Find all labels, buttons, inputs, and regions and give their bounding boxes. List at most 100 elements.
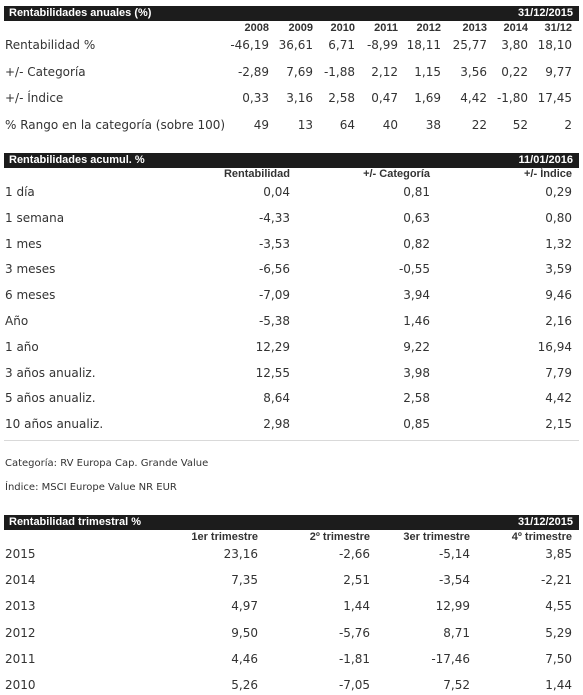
annual-date: 31/12/2015 — [517, 7, 573, 19]
row-label: % Rango en la categoría (sobre 100) — [5, 117, 226, 132]
cell-value: 3,56 — [460, 64, 487, 79]
cell-value: 7,52 — [443, 678, 470, 692]
cell-value: 2,12 — [371, 64, 398, 79]
cell-value: -2,66 — [338, 547, 370, 561]
cell-value: 0,22 — [501, 64, 528, 79]
row-label: 1 semana — [5, 210, 65, 225]
cell-value: 3,80 — [501, 38, 528, 52]
cell-value: 3,59 — [545, 262, 572, 277]
category-note: Categoría: RV Europa Cap. Grande Value — [5, 458, 209, 469]
column-header: 2013 — [462, 22, 487, 34]
cumulative-header: Rentabilidades acumul. % 11/01/2016 — [4, 153, 579, 168]
row-label: Rentabilidad % — [5, 38, 96, 52]
cell-value: -5,38 — [258, 314, 290, 328]
column-header: 2011 — [374, 22, 398, 34]
cell-value: -2,89 — [237, 64, 269, 79]
cell-value: 1,44 — [545, 678, 572, 692]
annual-title: Rentabilidades anuales (%) — [9, 7, 152, 19]
cell-value: 64 — [339, 117, 355, 132]
row-label: 5 años anualiz. — [5, 391, 96, 406]
cell-value: 1,15 — [414, 64, 441, 79]
row-label: 2012 — [5, 625, 36, 640]
cell-value: 1,44 — [343, 599, 370, 614]
cell-value: 5,29 — [545, 625, 572, 640]
row-label: +/- Índice — [5, 91, 64, 105]
row-label: 3 años anualiz. — [5, 365, 96, 380]
cell-value: 38 — [425, 117, 441, 132]
cell-value: 36,61 — [278, 38, 313, 52]
column-header: 2º trimestre — [309, 531, 370, 543]
cell-value: -3,53 — [258, 236, 290, 251]
cell-value: 17,45 — [537, 91, 572, 105]
cell-value: 16,94 — [537, 339, 572, 354]
cell-value: 49 — [253, 117, 269, 132]
row-label: 1 mes — [5, 236, 42, 251]
cumulative-date: 11/01/2016 — [518, 154, 573, 166]
cell-value: 3,85 — [545, 547, 572, 561]
cumulative-title: Rentabilidades acumul. % — [9, 154, 145, 166]
cell-value: -7,09 — [258, 288, 290, 303]
cell-value: 0,33 — [242, 91, 269, 105]
cell-value: 9,50 — [231, 625, 258, 640]
cell-value: -17,46 — [431, 651, 470, 666]
column-header: 2014 — [503, 22, 528, 34]
cell-value: -7,05 — [338, 678, 370, 692]
row-label: 2011 — [5, 651, 36, 666]
cell-value: 7,50 — [545, 651, 572, 666]
cell-value: 6,71 — [328, 38, 355, 52]
cell-value: 8,71 — [443, 625, 470, 640]
cell-value: 13 — [297, 117, 313, 132]
cell-value: 2,51 — [343, 573, 370, 588]
cell-value: -2,21 — [540, 573, 572, 588]
column-header: 1er trimestre — [191, 531, 258, 543]
cell-value: 22 — [471, 117, 487, 132]
cell-value: 4,42 — [545, 391, 572, 406]
cell-value: -1,80 — [496, 91, 528, 105]
cumulative-bottom-rule — [4, 440, 579, 441]
cell-value: 18,10 — [537, 38, 572, 52]
cell-value: 0,81 — [403, 185, 430, 199]
column-header: 3er trimestre — [403, 531, 470, 543]
quarterly-header: Rentabilidad trimestral % 31/12/2015 — [4, 515, 579, 530]
cell-value: 4,46 — [231, 651, 258, 666]
cell-value: 1,69 — [414, 91, 441, 105]
cell-value: 2 — [564, 117, 572, 132]
cell-value: 9,77 — [545, 64, 572, 79]
cell-value: -4,33 — [258, 210, 290, 225]
cell-value: 3,94 — [403, 288, 430, 303]
cell-value: 0,63 — [403, 210, 430, 225]
column-header: 31/12 — [544, 22, 572, 34]
cell-value: 0,47 — [371, 91, 398, 105]
cell-value: -5,76 — [338, 625, 370, 640]
cell-value: -1,88 — [323, 64, 355, 79]
column-header: Rentabilidad — [223, 168, 290, 180]
cell-value: 3,98 — [403, 365, 430, 380]
cell-value: -46,19 — [230, 38, 269, 52]
row-label: Año — [5, 314, 29, 328]
cell-value: 12,55 — [255, 365, 290, 380]
cell-value: 7,79 — [545, 365, 572, 380]
column-header: 2009 — [288, 22, 313, 34]
cell-value: 2,98 — [263, 417, 290, 432]
annual-header: Rentabilidades anuales (%) 31/12/2015 — [4, 6, 579, 21]
column-header: +/- Categoría — [363, 168, 430, 180]
cell-value: 52 — [512, 117, 528, 132]
row-label: 3 meses — [5, 262, 56, 277]
cell-value: 12,29 — [255, 339, 290, 354]
cell-value: 8,64 — [263, 391, 290, 406]
column-header: 2012 — [416, 22, 441, 34]
column-header: 4º trimestre — [511, 531, 572, 543]
quarterly-title: Rentabilidad trimestral % — [9, 516, 142, 528]
cell-value: -0,55 — [398, 262, 430, 277]
cell-value: -5,14 — [438, 547, 470, 561]
cell-value: -8,99 — [366, 38, 398, 52]
cell-value: 12,99 — [435, 599, 470, 614]
cell-value: 4,55 — [545, 599, 572, 614]
cell-value: 0,04 — [263, 185, 290, 199]
cell-value: 7,69 — [286, 64, 313, 79]
cell-value: 40 — [382, 117, 398, 132]
cell-value: 0,80 — [545, 210, 572, 225]
row-label: 1 año — [5, 339, 39, 354]
cell-value: -6,56 — [258, 262, 290, 277]
row-label: 6 meses — [5, 288, 56, 303]
